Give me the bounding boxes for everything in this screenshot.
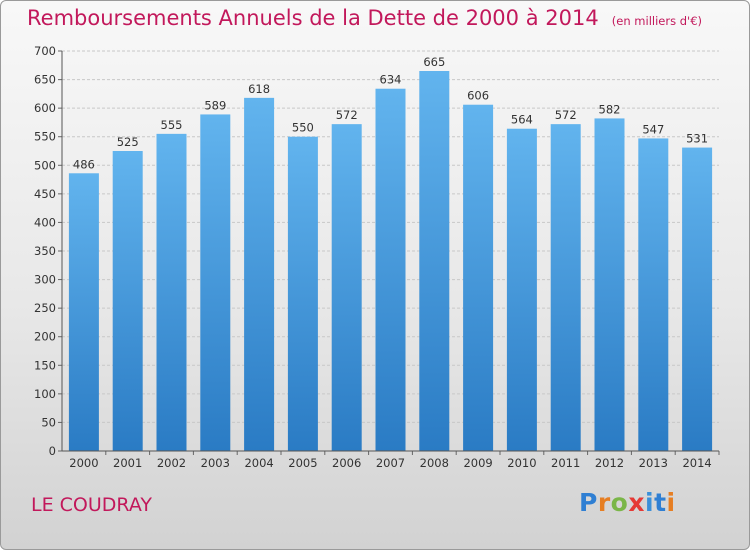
bar-value-label: 606: [467, 89, 489, 103]
x-tick-label: 2001: [113, 456, 142, 470]
y-tick-label: 50: [41, 415, 56, 429]
y-tick-label: 400: [34, 215, 56, 229]
bar: [200, 114, 231, 451]
chart-subtitle: (en milliers d'€): [611, 14, 702, 28]
bar-value-label: 564: [511, 113, 533, 127]
bar-value-label: 572: [336, 108, 358, 122]
bar: [331, 124, 362, 452]
bar: [506, 128, 537, 451]
x-tick-label: 2012: [595, 456, 624, 470]
x-tick-label: 2004: [244, 456, 273, 470]
bar-value-label: 555: [161, 118, 183, 132]
y-tick-label: 650: [34, 73, 56, 87]
axes: 0 50 100 150 200 250 300 350 400 450 500 550 600 650 7…: [34, 44, 720, 470]
logo-letter: t: [654, 488, 667, 517]
bar-value-label: 634: [380, 73, 402, 87]
bar-value-label: 665: [423, 55, 445, 69]
logo-letter: r: [597, 488, 611, 517]
y-tick-label: 300: [34, 273, 56, 287]
place-name: LE COUDRAY: [31, 494, 152, 516]
bar-value-label: 618: [248, 82, 270, 96]
y-tick-label: 100: [34, 387, 56, 401]
bar: [419, 71, 450, 451]
bar: [550, 124, 581, 452]
y-tick-label: 150: [34, 358, 56, 372]
bars: [68, 71, 713, 452]
logo-letter: i: [666, 488, 676, 517]
y-tick-label: 250: [34, 301, 56, 315]
proxiti-logo: Proxiti: [579, 488, 676, 517]
x-tick-label: 2006: [332, 456, 361, 470]
x-tick-label: 2009: [463, 456, 492, 470]
bar: [68, 173, 99, 452]
x-tick-label: 2013: [639, 456, 668, 470]
bar: [156, 133, 187, 451]
logo-letter: o: [610, 488, 629, 517]
y-tick-label: 600: [34, 101, 56, 115]
logo-letter: i: [645, 488, 655, 517]
x-tick-label: 2014: [682, 456, 711, 470]
bar-value-label: 547: [642, 122, 664, 136]
bar-value-label: 531: [686, 132, 708, 146]
y-tick-label: 350: [34, 244, 56, 258]
y-tick-label: 550: [34, 130, 56, 144]
logo-letter: x: [628, 488, 645, 517]
x-tick-label: 2007: [376, 456, 405, 470]
chart-title: Remboursements Annuels de la Dette de 20…: [27, 6, 599, 30]
bar-value-label: 486: [73, 157, 95, 171]
y-tick-label: 200: [34, 330, 56, 344]
bar-value-label: 589: [204, 98, 226, 112]
x-tick-label: 2010: [507, 456, 536, 470]
bar: [287, 136, 318, 451]
bar: [463, 104, 494, 451]
bar-value-label: 525: [117, 135, 139, 149]
x-tick-label: 2000: [69, 456, 98, 470]
x-tick-label: 2003: [201, 456, 230, 470]
bar-value-label: 582: [599, 102, 621, 116]
bar: [244, 97, 275, 451]
y-tick-label: 700: [34, 44, 56, 58]
bar-value-label: 572: [555, 108, 577, 122]
x-tick-label: 2011: [551, 456, 580, 470]
labels: 486 525 555 589 618 550 572 634 665 606 564 572 582 5…: [73, 55, 708, 171]
bar-value-label: 550: [292, 121, 314, 135]
y-tick-label: 450: [34, 187, 56, 201]
bar: [594, 118, 625, 451]
x-tick-label: 2005: [288, 456, 317, 470]
x-tick-label: 2008: [420, 456, 449, 470]
logo-letter: P: [579, 488, 598, 517]
x-tick-label: 2002: [157, 456, 186, 470]
bar: [112, 151, 143, 451]
bar: [638, 138, 669, 451]
bar: [375, 88, 406, 451]
y-tick-label: 500: [34, 158, 56, 172]
title-row: Remboursements Annuels de la Dette de 20…: [27, 6, 702, 30]
bar: [682, 147, 713, 452]
y-tick-label: 0: [49, 444, 56, 458]
